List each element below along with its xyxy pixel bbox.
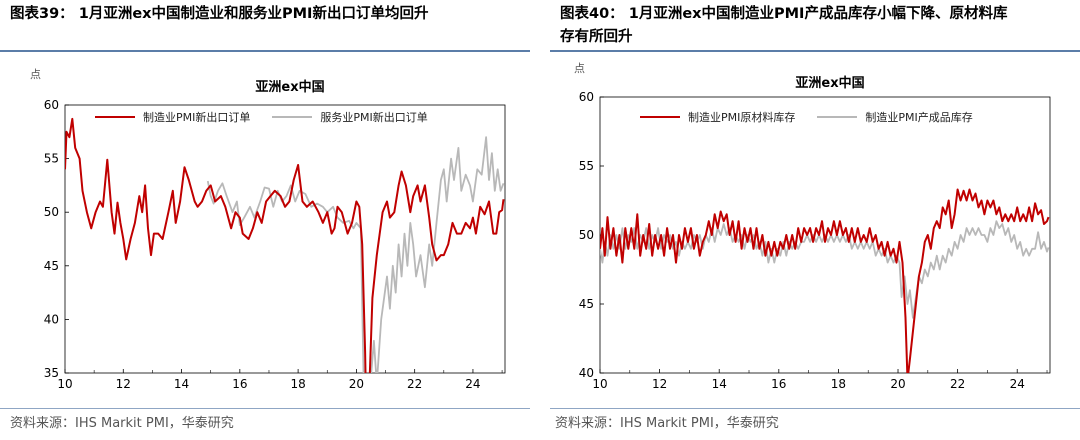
x-tick-label: 14 [174,377,189,391]
chart-heading-line2: 存有所回升 [560,29,633,45]
source-note: 资料来源：IHS Markit PMI，华泰研究 [555,416,779,431]
x-tick-label: 18 [831,377,846,391]
y-tick-label: 60 [44,98,59,112]
x-tick-label: 10 [592,377,607,391]
line-chart: 40 45 50 55 60 10 12 14 16 18 20 22 24 [579,90,1051,391]
y-tick-label: 50 [579,228,594,242]
footer-rule [550,408,1080,409]
legend-item-services: 服务业PMI新出口订单 [272,109,428,125]
line-chart: 35 40 45 50 55 60 10 12 14 16 18 20 22 24 [44,98,506,391]
heading-rule [0,50,530,52]
y-tick-label: 40 [44,312,59,326]
y-tick-label: 40 [579,366,594,380]
legend-swatch [95,115,135,119]
y-tick-label: 55 [44,152,59,166]
chart-title: 亚洲ex中国 [255,80,325,95]
x-tick-label: 10 [57,377,72,391]
legend-label: 制造业PMI产成品库存 [865,111,973,124]
x-tick-label: 14 [712,377,727,391]
x-tick-label: 22 [407,377,422,391]
legend-label: 服务业PMI新出口订单 [320,111,428,124]
x-tick-label: 16 [232,377,247,391]
source-note: 资料来源：IHS Markit PMI，华泰研究 [10,416,234,431]
x-tick-label: 22 [950,377,965,391]
legend: 制造业PMI新出口订单 服务业PMI新出口订单 [95,109,450,125]
y-tick-label: 45 [44,259,59,273]
x-tick-label: 16 [771,377,786,391]
right-chart-panel: 图表40： 1月亚洲ex中国制造业PMI产成品库存小幅下降、原材料库 存有所回升… [550,0,1080,440]
legend-item-finished-goods: 制造业PMI产成品库存 [817,109,973,125]
heading-rule [550,50,1080,52]
legend-label: 制造业PMI原材料库存 [688,111,796,124]
legend-swatch [817,115,858,119]
plot-frame [64,104,506,374]
x-tick-label: 24 [1010,377,1025,391]
legend-swatch [640,115,680,119]
legend-item-manufacturing: 制造业PMI新出口订单 [95,109,250,125]
left-chart-panel: 图表39： 1月亚洲ex中国制造业和服务业PMI新出口订单均回升 点 亚洲ex中… [0,0,530,440]
y-tick-label: 55 [579,159,594,173]
y-axis-unit: 点 [574,62,585,75]
y-tick-label: 45 [579,297,594,311]
legend-swatch [272,115,313,119]
y-tick-label: 60 [579,90,594,104]
chart-heading-line1: 图表40： 1月亚洲ex中国制造业PMI产成品库存小幅下降、原材料库 [560,6,1008,22]
x-tick-label: 20 [890,377,905,391]
x-tick-label: 24 [465,377,480,391]
footer-rule [0,408,530,409]
legend-label: 制造业PMI新出口订单 [143,111,251,124]
y-axis-unit: 点 [30,68,41,81]
series-line-0 [65,117,505,373]
x-tick-label: 18 [290,377,305,391]
chart-title: 亚洲ex中国 [795,76,865,91]
series-line-1 [206,136,505,373]
legend: 制造业PMI原材料库存 制造业PMI产成品库存 [640,109,995,125]
x-tick-label: 20 [349,377,364,391]
y-tick-label: 35 [44,366,59,380]
x-tick-label: 12 [116,377,131,391]
series-line-0 [600,188,1050,373]
legend-item-raw-materials: 制造业PMI原材料库存 [640,109,795,125]
chart-heading: 图表39： 1月亚洲ex中国制造业和服务业PMI新出口订单均回升 [10,6,429,22]
x-tick-label: 12 [652,377,667,391]
y-tick-label: 50 [44,205,59,219]
